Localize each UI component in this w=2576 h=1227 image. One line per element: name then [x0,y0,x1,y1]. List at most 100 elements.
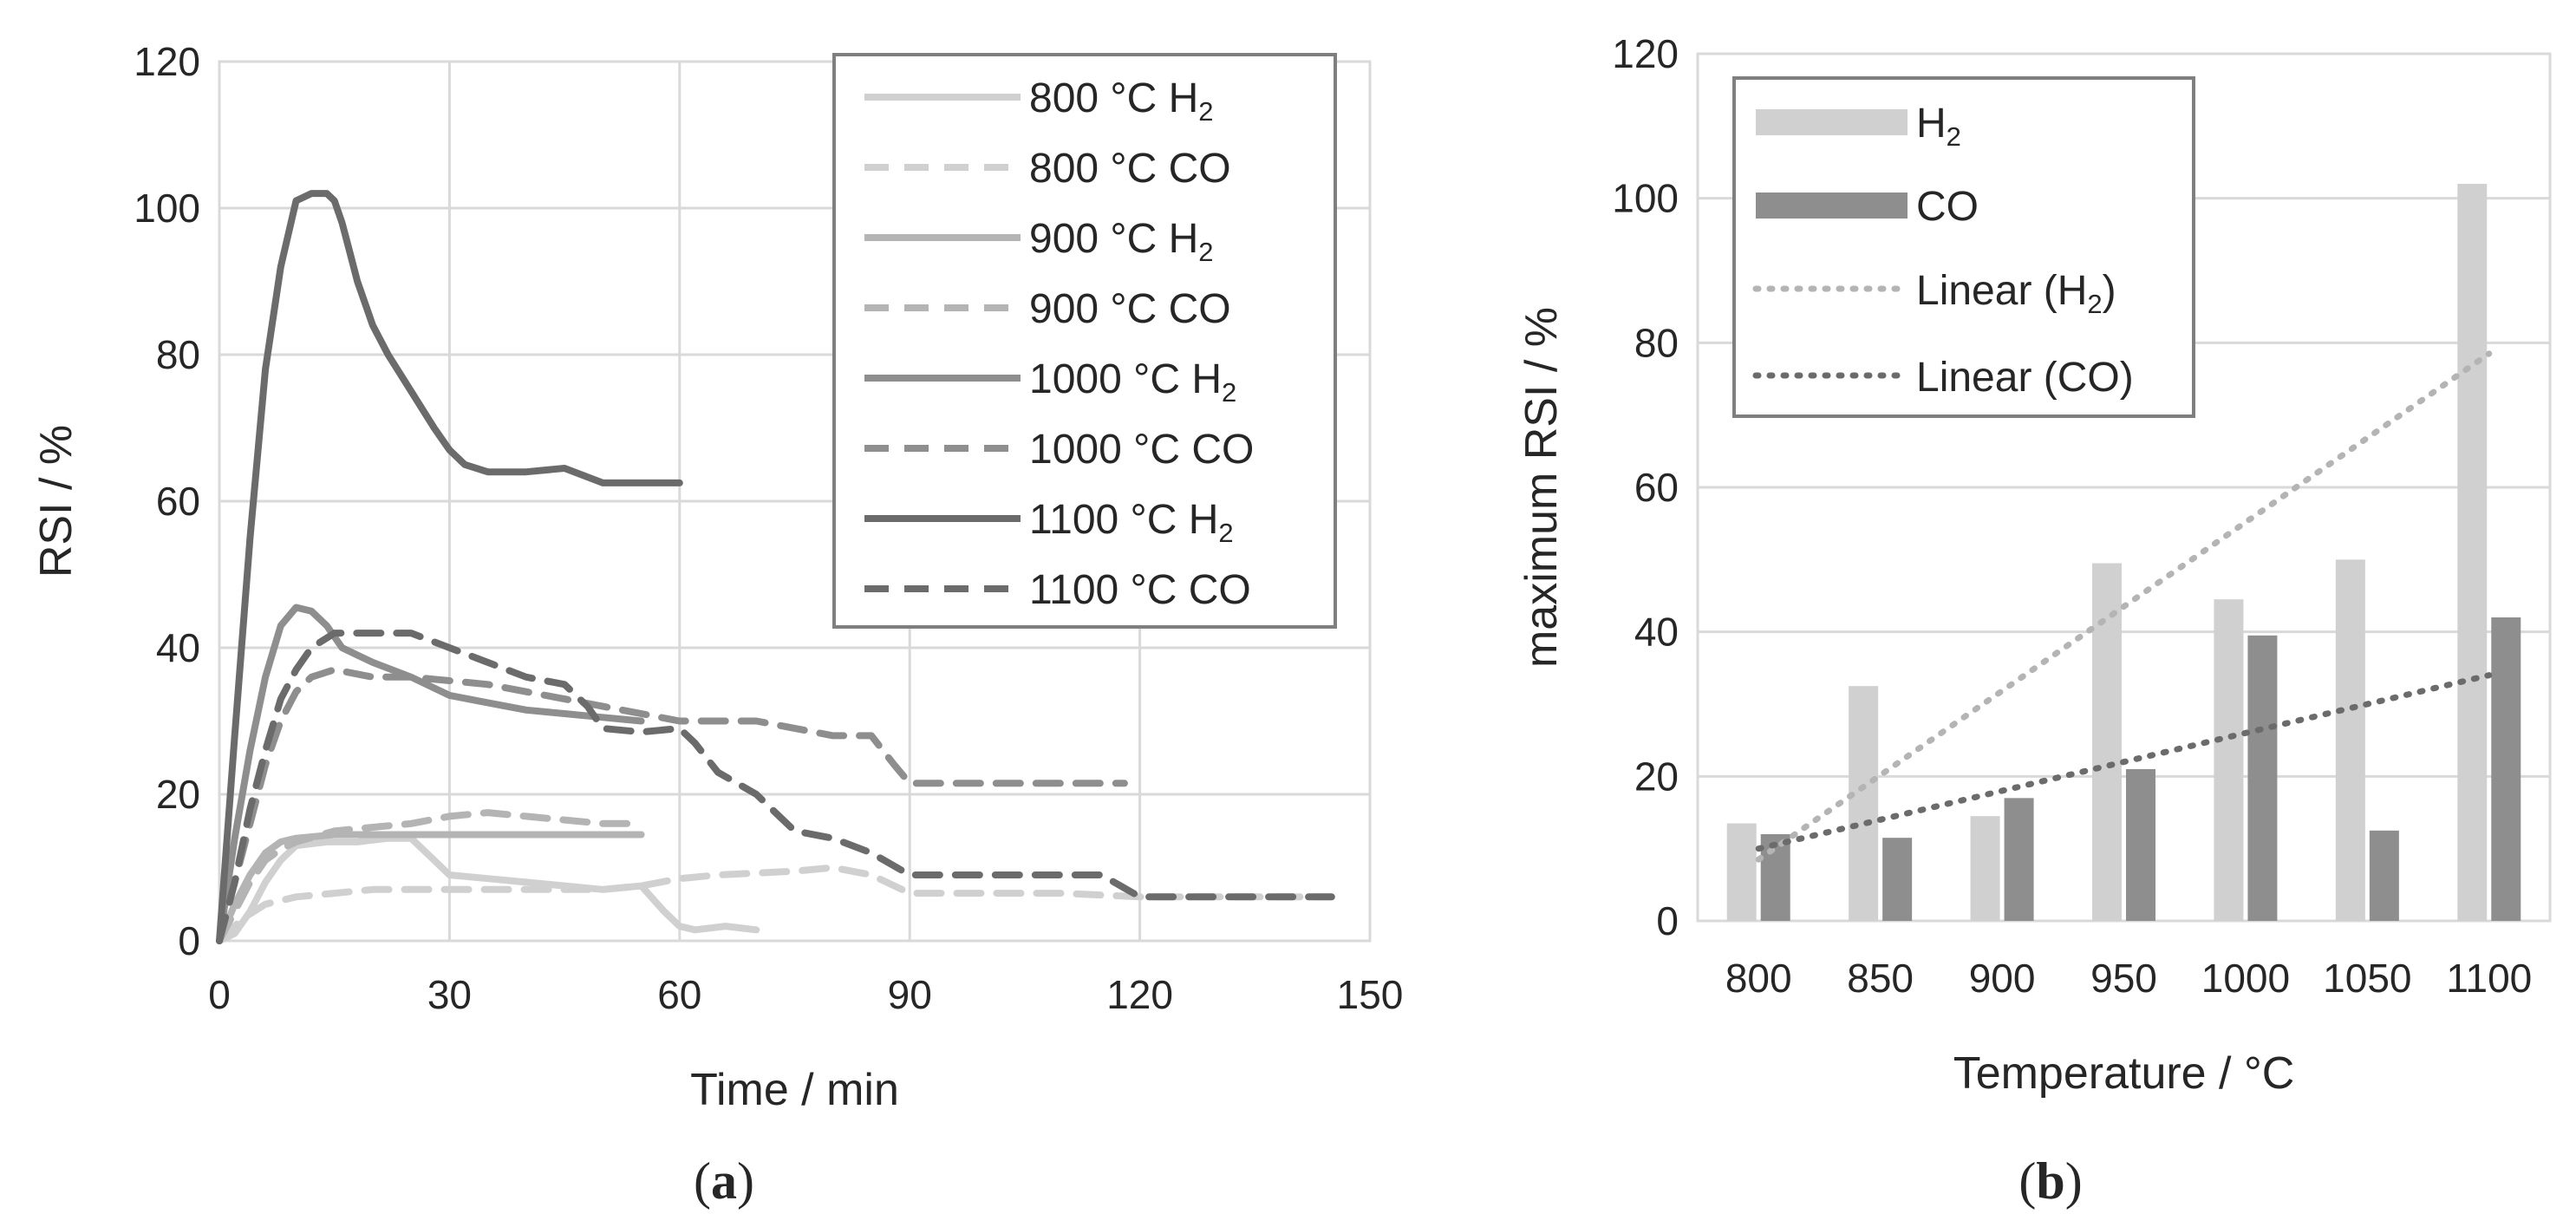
x-tick-label: 800 [1725,956,1792,1001]
legend-entry: 900 °C H2 [1029,216,1214,267]
bar [1726,823,1757,921]
y-tick-label: 60 [156,479,200,524]
caption-paren-open: ( [2018,1152,2036,1210]
x-axis-title: Temperature / °C [1953,1048,2295,1099]
bar [2092,563,2122,921]
legend-entry-base: CO [1916,184,1979,230]
bar [2369,830,2399,921]
legend-entry-base: 1000 °C CO [1029,427,1254,473]
legend-entry-base: Linear (CO) [1916,355,2134,401]
y-tick-label: 20 [1634,754,1679,799]
trendline [1755,350,2493,863]
legend-entry: Linear (H2) [1916,268,2116,319]
x-tick-label: 150 [1337,972,1404,1017]
bar [2214,599,2244,921]
panel-a-caption: (a) [694,1152,754,1210]
legend-entry-base: 800 °C H [1029,75,1198,121]
bar [2247,635,2278,921]
y-tick-label: 20 [156,772,200,817]
bar [1849,686,1879,921]
caption-paren-close: ) [737,1152,754,1210]
legend-entry-base: Linear (H [1916,268,2087,314]
y-tick-label: 0 [1656,898,1679,943]
bar [1760,834,1790,921]
x-tick-label: 30 [427,972,472,1017]
legend-swatch [1756,193,1908,219]
bar [2491,617,2521,921]
legend-entry-base: 1100 °C H [1029,497,1218,543]
bar [1882,838,1913,921]
series-line [216,630,1335,944]
x-tick-label: 120 [1106,972,1173,1017]
y-tick-label: 100 [1612,176,1679,221]
legend-entry: 1000 °C H2 [1029,356,1236,408]
bar [2457,184,2488,921]
legend-entry: 800 °C H2 [1029,75,1214,127]
series-line [216,831,645,944]
legend-entry: 1000 °C CO [1029,427,1254,473]
legend-entry-subscript: 2 [1218,518,1233,548]
legend-entry-subscript: 2 [1198,237,1213,267]
y-tick-label: 60 [1634,465,1679,510]
legend-entry-base: 900 °C CO [1029,286,1231,332]
legend-entry-base: H [1916,101,1947,147]
caption-letter: b [2036,1152,2064,1210]
y-tick-label: 100 [134,186,200,231]
x-tick-label: 90 [888,972,932,1017]
legend-entry: 1100 °C H2 [1029,497,1234,548]
series-line [216,666,1128,944]
series-line [216,190,683,944]
legend-entry-end: ) [2103,268,2116,314]
legend-entry-base: 800 °C CO [1029,146,1231,192]
y-tick-label: 80 [1634,320,1679,365]
bar [2004,798,2034,921]
y-tick-label: 40 [156,625,200,670]
legend-entry-base: 1000 °C H [1029,356,1222,402]
legend-entry-base: 1100 °C CO [1029,567,1251,613]
legend-entry: CO [1916,184,1979,230]
y-tick-label: 80 [156,332,200,377]
y-axis-title: RSI / % [31,425,82,578]
x-tick-label: 1050 [2323,956,2411,1001]
legend-entry-subscript: 2 [1947,121,1961,152]
x-tick-label: 1000 [2201,956,2290,1001]
trendline [1755,672,2493,852]
x-axis-title: Time / min [690,1065,899,1115]
panel-b-caption: (b) [2018,1152,2082,1210]
x-tick-label: 1100 [2446,956,2532,1001]
legend-entry: 900 °C CO [1029,286,1231,332]
series-line [216,809,645,944]
series-line [216,834,760,944]
legend-entry-base: 900 °C H [1029,216,1198,262]
y-tick-label: 0 [178,918,200,963]
legend-swatch [1756,109,1908,135]
legend-entry: 1100 °C CO [1029,567,1251,613]
x-tick-label: 0 [208,972,231,1017]
caption-paren-close: ) [2065,1152,2083,1210]
y-axis-title: maximum RSI / % [1516,307,1567,668]
x-tick-label: 60 [657,972,701,1017]
legend-entry-subscript: 2 [2087,289,2102,319]
y-tick-label: 40 [1634,610,1679,655]
bar [1970,816,2000,921]
bar [2126,769,2155,921]
legend-entry: 800 °C CO [1029,146,1231,192]
caption-letter: a [711,1152,737,1210]
legend-entry: Linear (CO) [1916,355,2134,401]
x-tick-label: 850 [1847,956,1914,1001]
x-tick-label: 900 [1969,956,2036,1001]
y-tick-label: 120 [134,39,200,84]
series-line [216,864,1335,944]
caption-paren-open: ( [694,1152,711,1210]
legend-entry-subscript: 2 [1198,96,1213,127]
panel-b-bar-chart: 0 20 40 60 80 100 120 800 850 900 950 1000 1050 1100 T… [1516,31,2552,1210]
legend-entry: H2 [1916,101,1961,152]
series-line [216,604,645,944]
x-tick-label: 950 [2090,956,2157,1001]
legend-box [832,53,1337,629]
bar [2335,559,2365,921]
legend-entry-subscript: 2 [1222,377,1236,408]
panel-a-line-chart: 0 20 40 60 80 100 120 0 30 60 90 120 150 Time / min RS… [31,39,1403,1210]
y-tick-label: 120 [1612,31,1679,76]
